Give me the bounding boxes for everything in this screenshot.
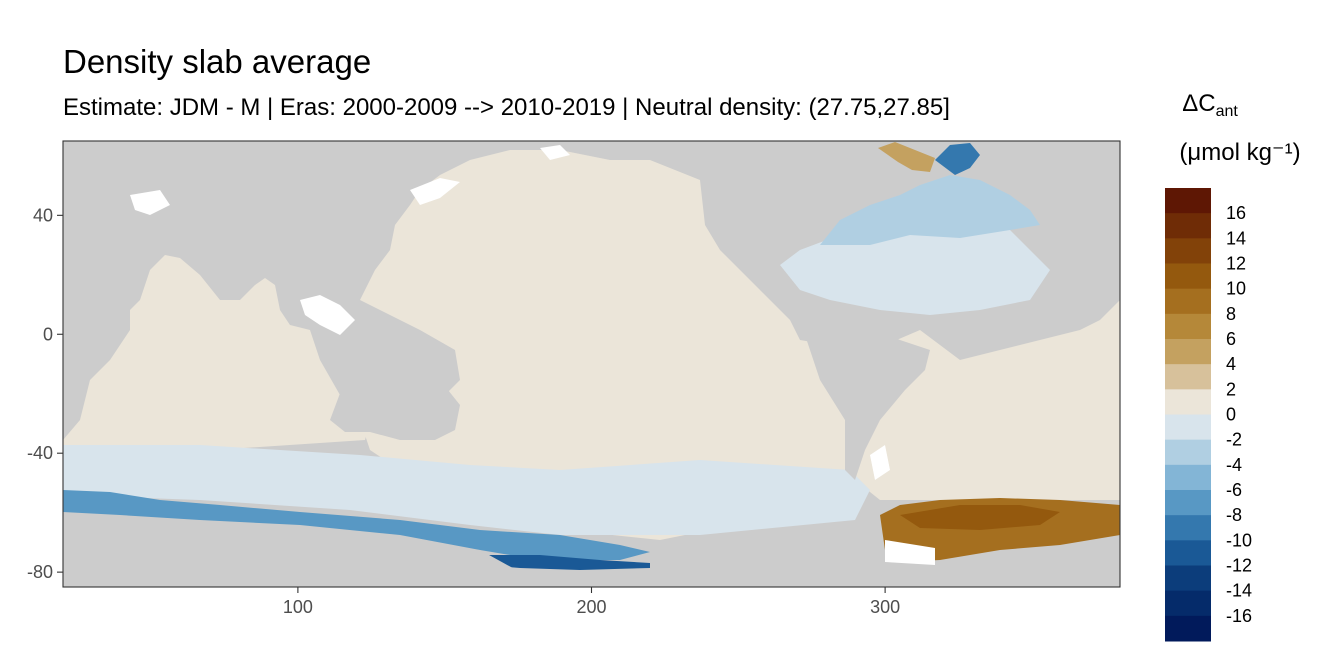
no-data-patch-north-pacific [130, 190, 170, 215]
indian-ocean [63, 255, 370, 460]
legend-swatch [1165, 313, 1211, 340]
southern-ocean-light-band [63, 445, 870, 535]
legend-swatch [1165, 464, 1211, 491]
north-atlantic-subtropical [780, 225, 1050, 315]
legend-swatch [1165, 188, 1211, 214]
legend-label: 6 [1226, 329, 1236, 349]
legend-units: (μmol kg⁻¹) [1179, 139, 1300, 166]
legend-swatch [1165, 414, 1211, 441]
legend-swatch [1165, 439, 1211, 466]
legend-swatch [1165, 590, 1211, 617]
legend-label: -14 [1226, 581, 1252, 601]
legend-label: 12 [1226, 254, 1246, 274]
southern-ocean-indian-sector [63, 490, 650, 560]
legend-swatch [1165, 339, 1211, 365]
legend-label: 4 [1226, 354, 1236, 374]
y-axis: 40 0 -40 -80 [27, 205, 63, 582]
legend-label: 16 [1226, 203, 1246, 223]
legend-swatch [1165, 515, 1211, 541]
no-data-patch-arctic-pacific [410, 178, 460, 205]
legend-label: 8 [1226, 304, 1236, 324]
plot-subtitle: Estimate: JDM - M | Eras: 2000-2009 --> … [63, 94, 950, 121]
north-atlantic-subpolar [820, 175, 1040, 245]
legend-swatch [1165, 238, 1211, 264]
legend-label: -12 [1226, 556, 1252, 576]
legend-swatch [1165, 540, 1211, 566]
weddell-sea-inner-positive [900, 505, 1060, 530]
legend-title-sub: ant [1216, 103, 1239, 120]
legend-label: 2 [1226, 379, 1236, 399]
x-tick-label: 100 [283, 597, 313, 617]
legend-swatch [1165, 565, 1211, 592]
legend-swatch [1165, 490, 1211, 516]
africa-land [63, 250, 130, 440]
legend-label: -16 [1226, 606, 1252, 626]
legend-label: 14 [1226, 228, 1246, 248]
legend-swatch [1165, 213, 1211, 239]
no-data-patch-indonesia [300, 295, 355, 335]
legend-swatch [1165, 364, 1211, 390]
x-tick-label: 300 [870, 597, 900, 617]
legend-title-main: ΔC [1182, 90, 1215, 117]
no-data-patch-southern-atlantic [870, 445, 890, 480]
legend-labels: 16 14 12 10 8 6 4 2 0 -2 -4 -6 -8 -10 -12 -14 -16 [1226, 203, 1252, 626]
legend-label: -2 [1226, 430, 1242, 450]
south-america-land [805, 320, 930, 480]
legend-label: -6 [1226, 480, 1242, 500]
pacific-ocean [360, 150, 860, 540]
legend-swatch [1165, 288, 1211, 315]
legend-label: -8 [1226, 505, 1242, 525]
legend-title: ΔCant [1182, 90, 1238, 120]
no-data-patch-north-atlantic [540, 145, 570, 160]
x-axis: 100 200 300 [283, 587, 900, 617]
y-tick-label: 0 [43, 324, 53, 344]
antarctica-land [63, 540, 1120, 587]
legend-swatch [1165, 263, 1211, 290]
legend-label: 10 [1226, 279, 1246, 299]
no-data-patch-weddell [885, 540, 935, 565]
color-legend: ΔCant (μmol kg⁻¹) 16 14 12 10 8 6 4 2 0 -2 -4 -6 -8 -… [1165, 90, 1301, 642]
legend-swatch [1165, 615, 1211, 642]
labrador-irminger-sea [935, 143, 980, 175]
legend-label: -4 [1226, 455, 1242, 475]
y-tick-label: -80 [27, 562, 53, 582]
x-tick-label: 200 [576, 597, 606, 617]
legend-label: -10 [1226, 530, 1252, 550]
legend-label: 0 [1226, 405, 1236, 425]
legend-swatch [1165, 389, 1211, 415]
legend-colorbar [1165, 188, 1211, 642]
nordic-seas-positive [878, 142, 935, 172]
plot-title: Density slab average [63, 43, 372, 80]
y-tick-label: -40 [27, 443, 53, 463]
ross-sea-negative [485, 555, 650, 570]
australia-land [330, 355, 460, 440]
map-layers [63, 142, 1120, 587]
y-tick-label: 40 [33, 205, 53, 225]
